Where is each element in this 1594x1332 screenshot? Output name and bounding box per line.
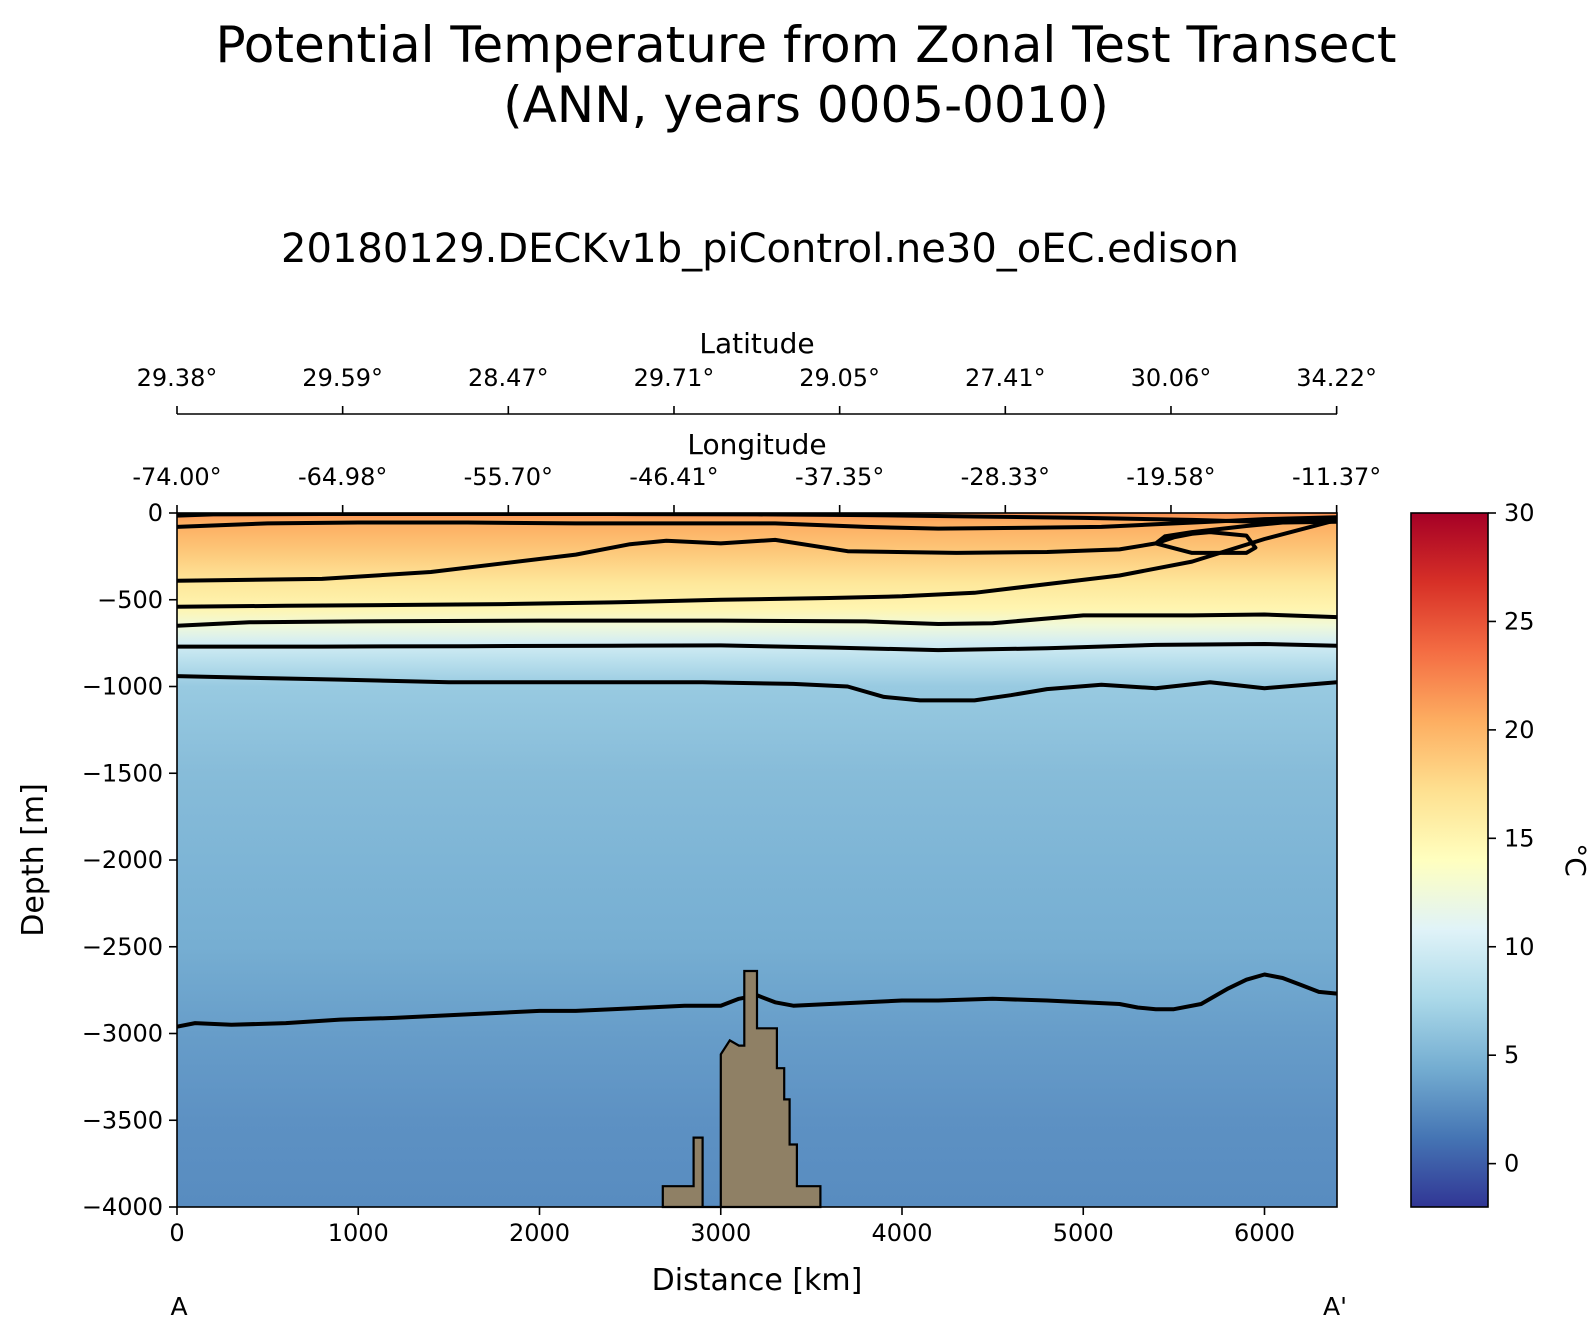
chart-title-line-1: Potential Temperature from Zonal Test Tr… [215, 16, 1396, 74]
latitude-axis: 29.38° 29.59° 28.47° 29.71° 29.05° 27.41° 30.0… [137, 364, 1377, 415]
longitude-tick-label: -55.70° [464, 463, 553, 491]
y-tick-label: −3500 [82, 1106, 163, 1134]
section-start-label: A [170, 1292, 187, 1321]
y-tick-label: −4000 [82, 1193, 163, 1221]
x-tick-label: 4000 [871, 1219, 932, 1247]
contour-mid-2 [177, 642, 1337, 653]
colorbar-tick-label: 15 [1504, 824, 1535, 852]
x-tick-label: 0 [169, 1219, 184, 1247]
colorbar-fill [1410, 512, 1489, 1208]
longitude-axis-label: Longitude [687, 428, 826, 461]
latitude-tick-label: 29.05° [799, 364, 880, 392]
x-tick-label: 5000 [1053, 1219, 1114, 1247]
contour-upper-2 [177, 517, 1337, 583]
colorbar-tick-label: 20 [1504, 716, 1535, 744]
x-tick-label: 6000 [1234, 1219, 1295, 1247]
longitude-tick-label: -64.98° [298, 463, 387, 491]
contour-upper-3 [177, 517, 1337, 609]
colorbar-tick-group: 0 5 10 15 20 25 30 [1488, 499, 1535, 1178]
plot-area [176, 512, 1338, 1209]
y-tick-label: −1000 [82, 673, 163, 701]
x-tick-label: 2000 [509, 1219, 570, 1247]
longitude-tick-label: -11.37° [1292, 463, 1381, 491]
colorbar-tick-label: 30 [1504, 499, 1535, 527]
y-axis: 0 −500 −1000 −1500 −2000 −2500 −3000 −3500 −4000 [82, 499, 177, 1221]
latitude-axis-label: Latitude [699, 327, 814, 360]
longitude-tick-label: -28.33° [961, 463, 1050, 491]
chart-subtitle: 20180129.DECKv1b_piControl.ne30_oEC.edis… [281, 226, 1239, 272]
contour-deep-lower [177, 972, 1337, 1029]
colorbar-tick-label: 25 [1504, 607, 1535, 635]
latitude-tick-label: 34.22° [1296, 364, 1377, 392]
contour-group [177, 513, 1337, 1029]
latitude-tick-label: 27.41° [965, 364, 1046, 392]
colorbar: 0 5 10 15 20 25 30 °C [1410, 499, 1592, 1208]
latitude-tick-label: 29.71° [634, 364, 715, 392]
x-tick-label: 3000 [690, 1219, 751, 1247]
colorbar-tick-label: 5 [1504, 1041, 1519, 1069]
seafloor-bathymetry [661, 969, 822, 1209]
latitude-tick-label: 28.47° [468, 364, 549, 392]
section-end-label: A' [1323, 1292, 1347, 1321]
longitude-tick-label: -19.58° [1126, 463, 1215, 491]
y-tick-label: −2500 [82, 933, 163, 961]
longitude-tick-label: -46.41° [629, 463, 718, 491]
colorbar-tick-label: 0 [1504, 1150, 1519, 1178]
contour-mid-1 [177, 612, 1337, 628]
y-tick-label: −3000 [82, 1020, 163, 1048]
x-axis: 0 1000 2000 3000 4000 5000 6000 [169, 1207, 1295, 1247]
latitude-tick-label: 29.38° [137, 364, 218, 392]
longitude-tick-label: -74.00° [132, 463, 221, 491]
y-axis-label: Depth [m] [16, 783, 51, 937]
contour-upper-1 [177, 515, 1337, 531]
y-tick-label: 0 [148, 499, 163, 527]
colorbar-tick-label: 10 [1504, 933, 1535, 961]
latitude-tick-label: 29.59° [302, 364, 383, 392]
colorbar-label: °C [1559, 843, 1592, 877]
longitude-tick-label: -37.35° [795, 463, 884, 491]
y-tick-label: −1500 [82, 759, 163, 787]
x-axis-label: Distance [km] [652, 1263, 863, 1298]
y-tick-label: −500 [97, 586, 163, 614]
latitude-tick-label: 30.06° [1131, 364, 1212, 392]
y-tick-label: −2000 [82, 846, 163, 874]
chart-title-line-2: (ANN, years 0005-0010) [503, 76, 1109, 134]
longitude-tick-group: -74.00° -64.98° -55.70° -46.41° -37.35° -28.3… [132, 463, 1381, 513]
contour-deep-upper [177, 674, 1337, 703]
x-tick-label: 1000 [328, 1219, 389, 1247]
